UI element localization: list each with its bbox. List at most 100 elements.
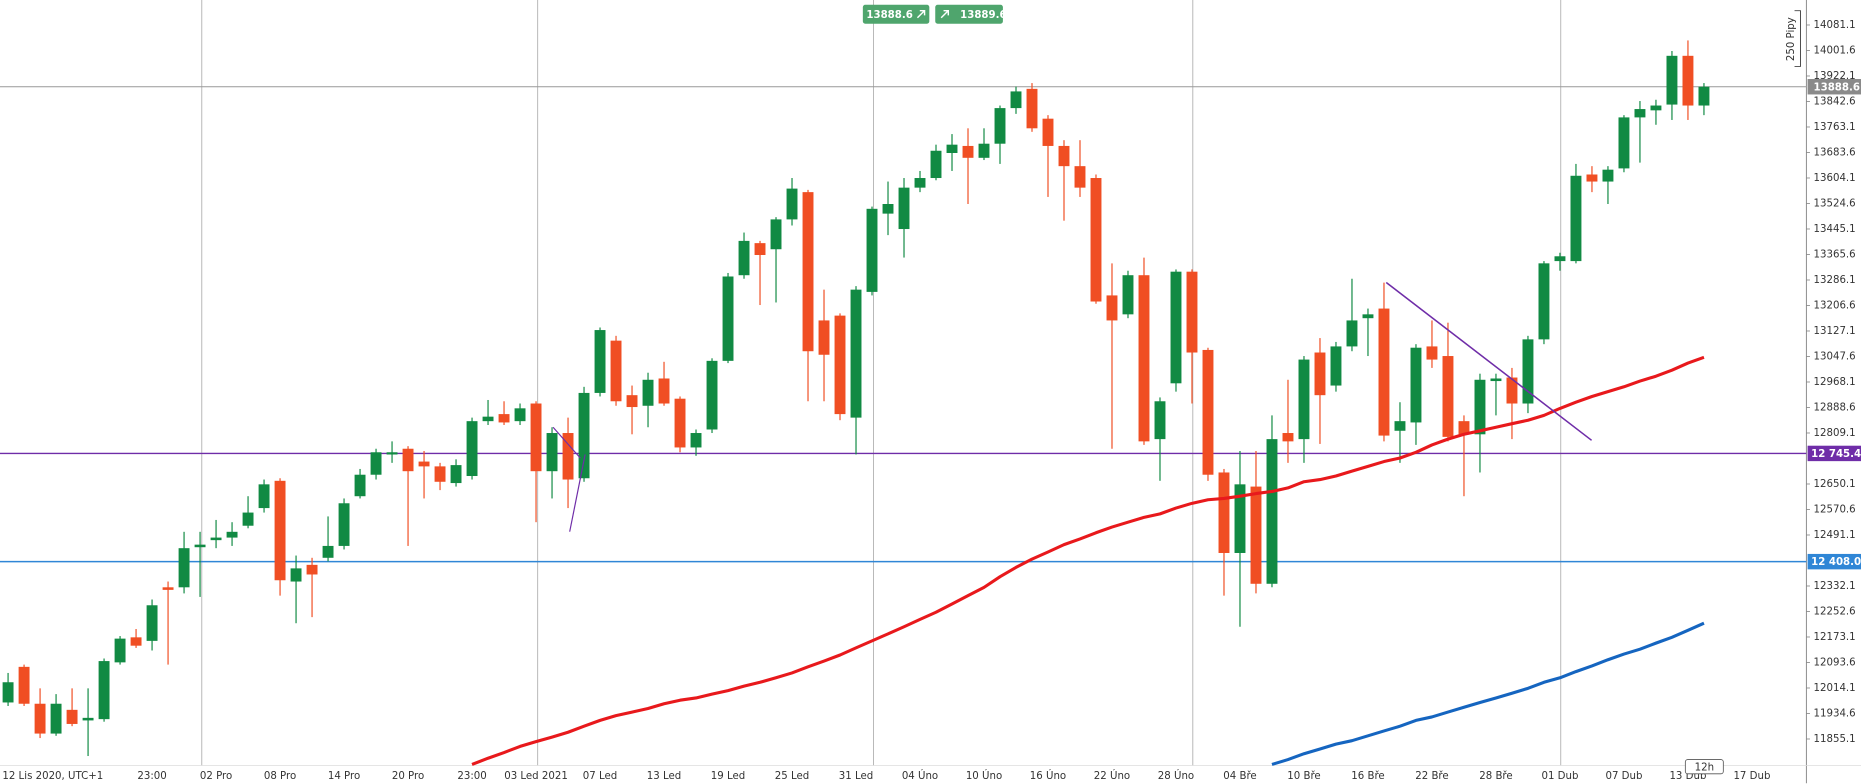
x-tick-label: 22 Bře xyxy=(1415,770,1448,782)
candle-body xyxy=(34,703,46,734)
candle-body xyxy=(130,637,142,646)
x-tick-label: 03 Led 2021 xyxy=(504,771,568,782)
candle-body xyxy=(658,378,670,404)
x-tick-label: 12 Lis 2020, UTC+1 xyxy=(2,771,103,782)
candle-body xyxy=(626,395,638,408)
y-tick-label: 13206.6 xyxy=(1814,300,1856,311)
ask-text[interactable]: 13889.6 xyxy=(960,10,1006,21)
range-bracket xyxy=(1794,10,1801,67)
x-tick-label: 25 Led xyxy=(775,771,809,782)
x-tick-label: 02 Pro xyxy=(200,771,232,782)
candle-body xyxy=(1202,349,1214,475)
level-label: 12 408.0 xyxy=(1811,557,1861,568)
candle-body xyxy=(1522,339,1534,404)
candle-body xyxy=(1266,439,1278,584)
x-tick-label: 04 Úno xyxy=(902,769,938,782)
y-tick-label: 13683.6 xyxy=(1814,147,1856,158)
timeframe-label[interactable]: 12h xyxy=(1695,762,1714,773)
drawings xyxy=(552,281,1593,532)
y-tick-label: 12014.1 xyxy=(1814,683,1856,694)
candle-body xyxy=(1010,91,1022,109)
candle-body xyxy=(226,531,238,538)
candle-body xyxy=(1330,346,1342,386)
x-tick-label: 28 Bře xyxy=(1479,770,1512,782)
candle-body xyxy=(1666,55,1678,105)
candle-body xyxy=(578,392,590,479)
candle-body xyxy=(610,340,622,402)
candle-body xyxy=(386,452,398,455)
timeframe-box[interactable] xyxy=(1684,759,1724,775)
candle-body xyxy=(402,448,414,472)
candle-body xyxy=(1394,421,1406,431)
level-label-box xyxy=(1807,553,1861,570)
candle-body xyxy=(1282,433,1294,442)
candle-body xyxy=(850,289,862,418)
vertical-grid xyxy=(201,0,1562,766)
candle-body xyxy=(642,379,654,406)
candle-body xyxy=(1090,178,1102,302)
y-tick-label: 13365.6 xyxy=(1814,249,1856,260)
candle-body xyxy=(1602,169,1614,182)
candle-body xyxy=(770,219,782,250)
candle-body xyxy=(418,461,430,467)
candle-body xyxy=(1234,484,1246,553)
candle-body xyxy=(1122,275,1134,315)
x-tick-label: 16 Úno xyxy=(1030,769,1066,782)
candle-body xyxy=(114,638,126,663)
candle-body xyxy=(1026,88,1038,129)
y-tick-label: 13445.1 xyxy=(1814,224,1856,235)
candle-body xyxy=(866,208,878,292)
candle-body xyxy=(674,398,686,448)
y-tick-label: 12173.1 xyxy=(1814,632,1856,643)
timeframe[interactable]: 12h xyxy=(1684,759,1724,775)
candle-body xyxy=(1154,401,1166,440)
candle-body xyxy=(690,433,702,448)
x-tick-label: 13 Dub xyxy=(1669,771,1706,782)
candle-body xyxy=(1250,486,1262,584)
bid-text[interactable]: 13888.6 xyxy=(866,10,912,21)
candle-body xyxy=(50,703,62,734)
candle-body xyxy=(1362,314,1374,319)
moving-average xyxy=(1271,621,1705,766)
candle-body xyxy=(1570,175,1582,262)
candle-body xyxy=(834,315,846,415)
candle-body xyxy=(546,433,558,472)
y-tick-label: 13842.6 xyxy=(1814,96,1856,107)
candle-body xyxy=(210,537,222,541)
range-label: 250 Pipy xyxy=(1786,17,1797,61)
x-tick-label: 19 Led xyxy=(711,771,745,782)
x-tick-label: 10 Bře xyxy=(1287,770,1320,782)
ask-badge[interactable] xyxy=(935,4,1003,24)
badges[interactable]: 13888.6 13889.6 xyxy=(862,4,1007,24)
candle-body xyxy=(706,360,718,430)
candle-body xyxy=(1474,379,1486,435)
candle-body xyxy=(450,465,462,484)
candle-body xyxy=(1074,166,1086,188)
candle-body xyxy=(1170,271,1182,384)
y-tick-label: 12888.6 xyxy=(1814,402,1856,413)
x-tick-label: 08 Pro xyxy=(264,771,296,782)
y-tick-label: 14001.6 xyxy=(1814,45,1856,56)
x-tick-label: 23:00 xyxy=(137,771,166,782)
candle-body xyxy=(290,568,302,582)
y-tick-label: 13524.6 xyxy=(1814,198,1856,209)
x-tick-label: 22 Úno xyxy=(1094,769,1130,782)
x-tick-label: 28 Úno xyxy=(1158,769,1194,782)
candle-body xyxy=(818,320,830,355)
bid-badge[interactable] xyxy=(862,4,930,24)
candle-body xyxy=(754,243,766,256)
x-tick-label: 01 Dub xyxy=(1541,771,1578,782)
candle-body xyxy=(466,421,478,477)
candle-body xyxy=(1490,378,1502,382)
y-tick-label: 12332.1 xyxy=(1814,581,1856,592)
candle-body xyxy=(434,466,446,482)
trend-line xyxy=(1385,281,1593,441)
x-tick-label: 16 Bře xyxy=(1351,770,1384,782)
candle-body xyxy=(322,545,334,558)
candle-body xyxy=(146,605,158,641)
candle-body xyxy=(898,187,910,230)
candle-body xyxy=(98,661,110,720)
x-tick-label: 04 Bře xyxy=(1223,770,1256,782)
